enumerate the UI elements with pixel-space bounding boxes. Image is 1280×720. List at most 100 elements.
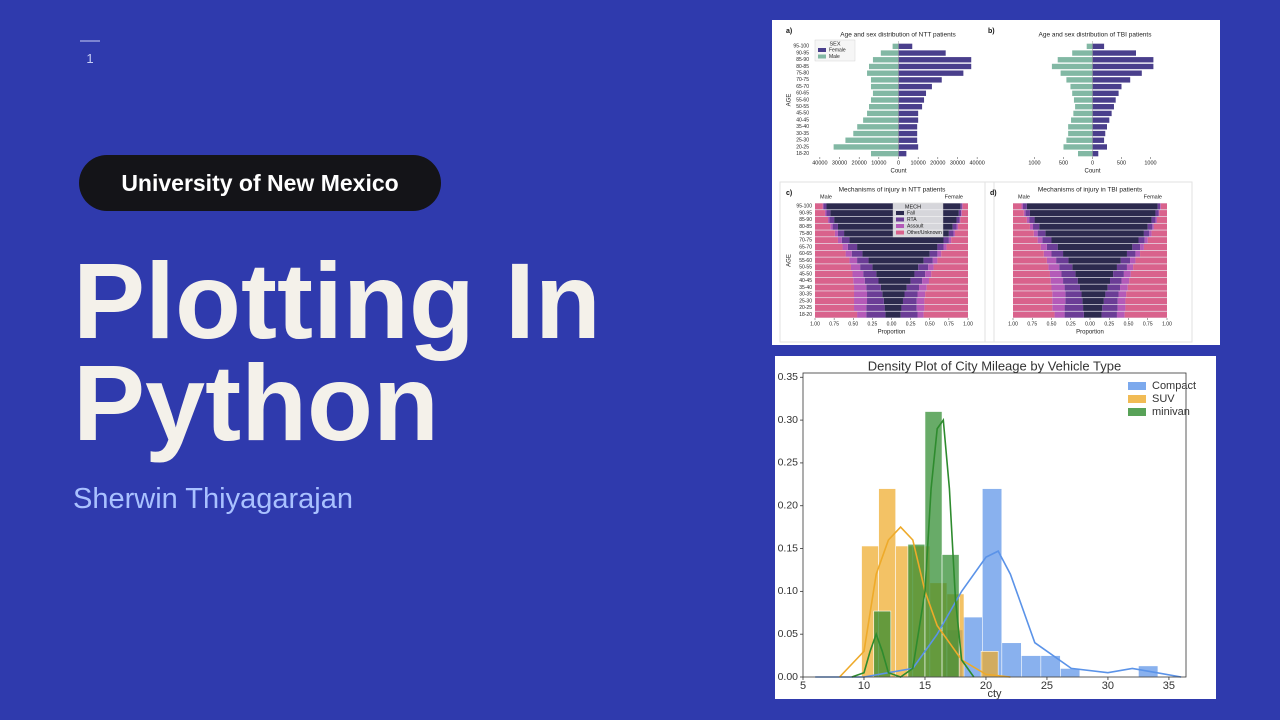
legend-swatch — [896, 211, 904, 215]
bar-segment — [1048, 264, 1060, 271]
bar-segment — [1072, 264, 1090, 271]
bar — [872, 90, 899, 96]
bar — [870, 83, 899, 90]
bar-segment — [891, 298, 903, 305]
bar-segment — [837, 230, 845, 237]
x-tick-label: 10 — [858, 680, 870, 692]
bar-segment — [1090, 243, 1133, 251]
bar — [1092, 110, 1112, 117]
bar-segment — [1013, 277, 1051, 284]
bar — [892, 43, 899, 50]
x-tick-label: 10000 — [871, 160, 886, 166]
bar-segment — [1124, 311, 1167, 318]
bar-segment — [1037, 230, 1046, 237]
bar-segment — [1083, 311, 1090, 318]
bar-segment — [854, 304, 867, 311]
bar — [1066, 137, 1093, 143]
bar-segment — [952, 223, 957, 230]
bar — [880, 50, 899, 56]
bar-segment — [958, 223, 968, 230]
bar-segment — [1064, 284, 1080, 291]
y-tick-label: 85-90 — [799, 217, 812, 223]
bar-segment — [1105, 291, 1119, 298]
bar-segment — [1126, 264, 1134, 271]
bar-segment — [922, 277, 929, 284]
bar-segment — [1151, 230, 1167, 237]
bar-segment — [902, 298, 917, 305]
legend-swatch — [896, 224, 904, 228]
bar — [845, 137, 899, 143]
legend-swatch — [1128, 382, 1146, 390]
bar-segment — [1059, 264, 1073, 271]
histogram-bar — [962, 616, 983, 678]
bar — [863, 117, 899, 123]
bar-segment — [1034, 216, 1090, 223]
axes-frame — [802, 372, 1187, 678]
bar — [1092, 77, 1131, 83]
bar-segment — [815, 311, 858, 318]
x-axis-label: Proportion — [878, 330, 906, 336]
bar-segment — [891, 311, 901, 318]
bar-segment — [884, 304, 892, 311]
bar-segment — [1090, 250, 1127, 257]
bar-segment — [1051, 237, 1090, 244]
bar-segment — [901, 304, 917, 311]
bar-segment — [878, 277, 892, 284]
y-tick-label: 0.35 — [778, 371, 799, 383]
bar-segment — [1126, 250, 1136, 257]
bar-segment — [853, 277, 865, 284]
bar-segment — [828, 216, 830, 223]
bar-segment — [882, 291, 892, 298]
bar-segment — [928, 264, 934, 271]
bar-segment — [1054, 311, 1065, 318]
bar-segment — [924, 298, 968, 305]
bar — [857, 124, 899, 130]
subplot-frame — [779, 181, 995, 343]
bar — [870, 150, 899, 157]
bar-segment — [1125, 304, 1167, 311]
y-tick-label: 50-55 — [799, 265, 812, 271]
x-tick-label: 20000 — [930, 160, 945, 166]
bar-segment — [1102, 304, 1118, 311]
bar-segment — [1126, 291, 1167, 298]
bar-segment — [1026, 216, 1030, 223]
bar-segment — [953, 230, 955, 237]
bar-segment — [891, 291, 905, 298]
bar-segment — [1043, 250, 1052, 257]
bar-segment — [824, 210, 827, 217]
bar-segment — [1113, 270, 1124, 278]
bar-segment — [1065, 298, 1083, 305]
bar-segment — [1050, 277, 1064, 284]
bar-segment — [852, 270, 864, 278]
x-tick-label: 1.00 — [1162, 321, 1172, 327]
bar-segment — [951, 237, 968, 244]
bar-segment — [850, 264, 861, 271]
bar-segment — [1153, 223, 1167, 230]
bar-segment — [815, 243, 843, 251]
legend-swatch — [896, 230, 904, 235]
bar-segment — [826, 210, 831, 217]
y-tick-label: 35-40 — [796, 124, 809, 130]
bar-segment — [822, 203, 824, 210]
legend-label: minivan — [1152, 406, 1190, 418]
bar — [869, 63, 899, 70]
bar-segment — [815, 257, 850, 264]
x-tick-label: 0.00 — [887, 321, 897, 327]
y-tick-label: 30-35 — [796, 131, 809, 137]
bar-segment — [1090, 210, 1156, 217]
side-label: Female — [945, 194, 963, 200]
bar-segment — [937, 250, 942, 257]
bar-segment — [867, 298, 884, 305]
bar-segment — [883, 298, 892, 305]
y-tick-label: 80-85 — [799, 224, 812, 230]
bar-segment — [937, 257, 968, 264]
bar — [1066, 77, 1093, 83]
x-axis-label: Count — [1084, 169, 1100, 175]
x-tick-label: 0.75 — [944, 321, 954, 327]
bar-segment — [862, 250, 892, 257]
bar-segment — [925, 270, 932, 278]
bar-segment — [1021, 203, 1024, 210]
y-tick-label: 0.10 — [778, 585, 799, 597]
